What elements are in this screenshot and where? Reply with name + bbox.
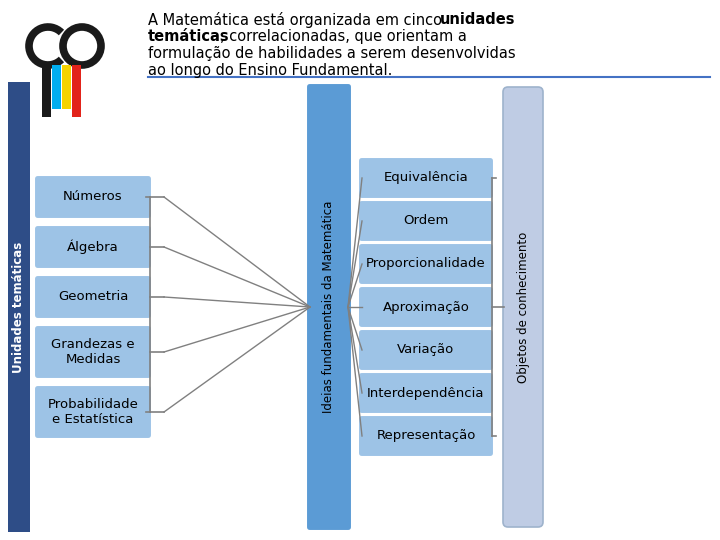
Bar xyxy=(52,65,61,109)
Bar xyxy=(8,82,30,532)
FancyBboxPatch shape xyxy=(358,200,494,242)
Text: formulação de habilidades a serem desenvolvidas: formulação de habilidades a serem desenv… xyxy=(148,46,516,61)
Text: Álgebra: Álgebra xyxy=(67,240,119,254)
FancyBboxPatch shape xyxy=(503,87,543,527)
Text: Proporcionalidade: Proporcionalidade xyxy=(366,258,486,271)
Text: Objetos de conhecimento: Objetos de conhecimento xyxy=(516,231,529,383)
FancyBboxPatch shape xyxy=(358,243,494,285)
FancyBboxPatch shape xyxy=(358,286,494,328)
Text: A Matemática está organizada em cinco: A Matemática está organizada em cinco xyxy=(148,12,446,28)
Text: Unidades temáticas: Unidades temáticas xyxy=(12,241,25,373)
Text: unidades: unidades xyxy=(440,12,516,27)
Bar xyxy=(62,65,71,109)
Text: temáticas: temáticas xyxy=(148,29,230,44)
Text: Aproximação: Aproximação xyxy=(382,300,469,314)
Text: Probabilidade
e Estatística: Probabilidade e Estatística xyxy=(48,398,138,426)
FancyBboxPatch shape xyxy=(34,385,152,439)
FancyBboxPatch shape xyxy=(34,225,152,269)
Text: Interdependência: Interdependência xyxy=(367,387,485,400)
Text: Equivalência: Equivalência xyxy=(384,172,469,185)
Text: Números: Números xyxy=(63,191,123,204)
Text: , correlacionadas, que orientam a: , correlacionadas, que orientam a xyxy=(220,29,467,44)
Bar xyxy=(72,65,81,117)
Bar xyxy=(42,65,51,117)
Text: Variação: Variação xyxy=(397,343,454,356)
Text: Ordem: Ordem xyxy=(403,214,449,227)
Text: Geometria: Geometria xyxy=(58,291,128,303)
FancyBboxPatch shape xyxy=(34,175,152,219)
FancyBboxPatch shape xyxy=(358,329,494,371)
FancyBboxPatch shape xyxy=(358,415,494,457)
Text: Grandezas e
Medidas: Grandezas e Medidas xyxy=(51,338,135,366)
Text: ao longo do Ensino Fundamental.: ao longo do Ensino Fundamental. xyxy=(148,63,392,78)
FancyBboxPatch shape xyxy=(34,275,152,319)
FancyBboxPatch shape xyxy=(358,372,494,414)
FancyBboxPatch shape xyxy=(34,325,152,379)
FancyBboxPatch shape xyxy=(306,83,352,531)
FancyBboxPatch shape xyxy=(358,157,494,199)
Text: Ideias fundamentais da Matemática: Ideias fundamentais da Matemática xyxy=(323,201,336,413)
Text: Representação: Representação xyxy=(377,429,476,442)
